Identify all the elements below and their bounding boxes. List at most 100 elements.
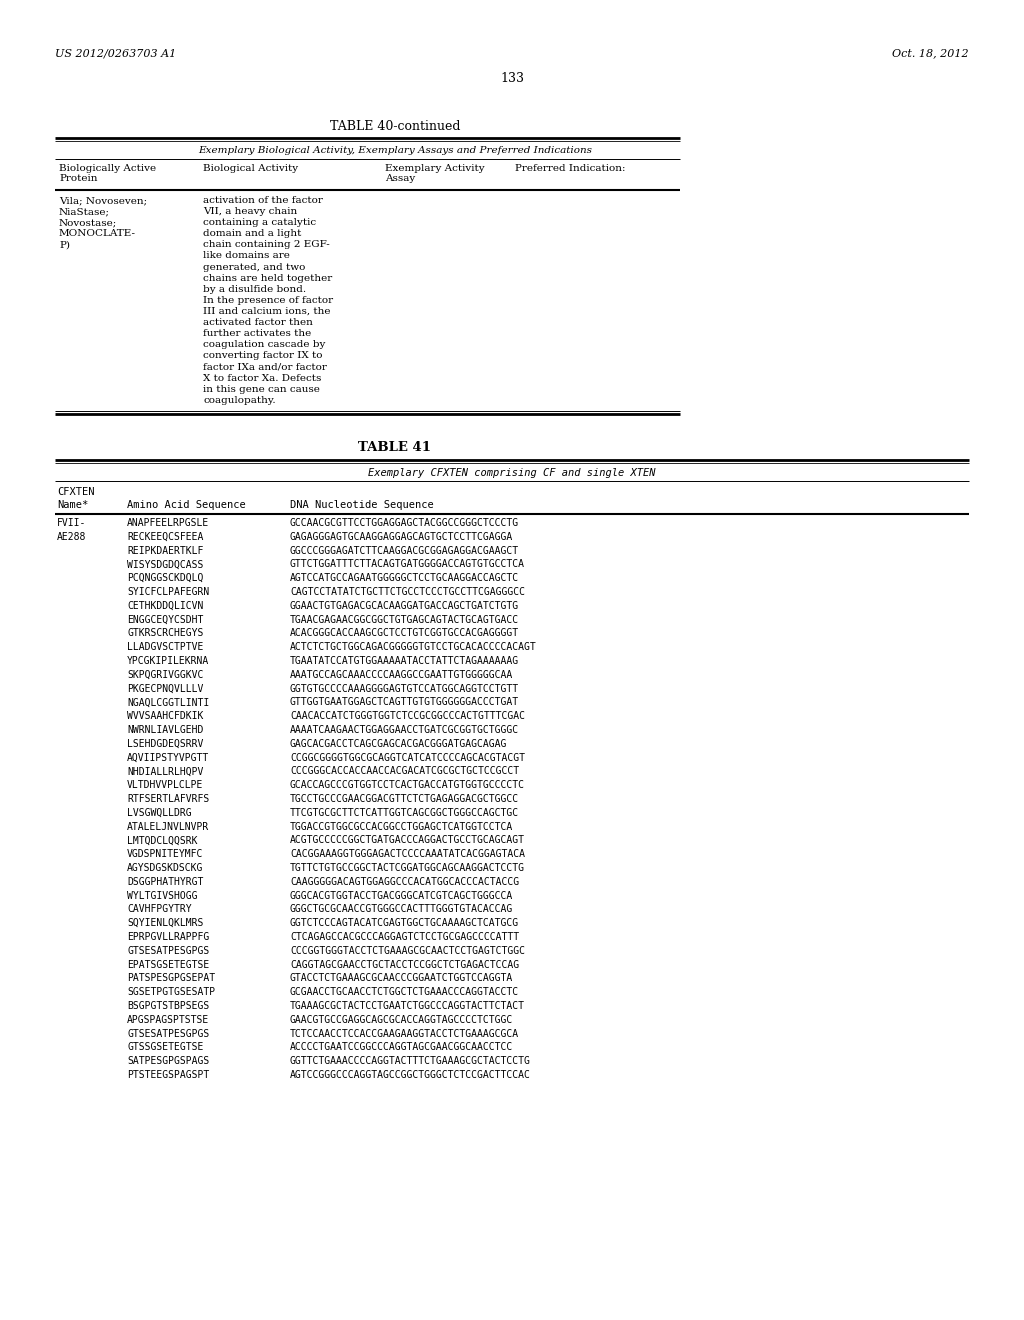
Text: GGGCTGCGCAACCGTGGGCCACTTTGGGTGTACACCAG: GGGCTGCGCAACCGTGGGCCACTTTGGGTGTACACCAG (290, 904, 513, 915)
Text: ACACGGGCACCAAGCGCTCCTGTCGGTGCCACGAGGGGT: ACACGGGCACCAAGCGCTCCTGTCGGTGCCACGAGGGGT (290, 628, 519, 639)
Text: WISYSDGDQCASS: WISYSDGDQCASS (127, 560, 204, 569)
Text: US 2012/0263703 A1: US 2012/0263703 A1 (55, 48, 176, 58)
Text: Vila; Novoseven;
NiaStase;
Novostase;
MONOCLATE-
P): Vila; Novoseven; NiaStase; Novostase; MO… (59, 195, 147, 249)
Text: CAAGGGGGACAGTGGAGGCCCACATGGCACCCACTACCG: CAAGGGGGACAGTGGAGGCCCACATGGCACCCACTACCG (290, 876, 519, 887)
Text: CCCGGTGGGTACCTCTGAAAGCGCAACTCCTGAGTCTGGC: CCCGGTGGGTACCTCTGAAAGCGCAACTCCTGAGTCTGGC (290, 946, 525, 956)
Text: WYLTGIVSHOGG: WYLTGIVSHOGG (127, 891, 198, 900)
Text: TTCGTGCGCTTCTCATTGGTCAGCGGCTGGGCCAGCTGC: TTCGTGCGCTTCTCATTGGTCAGCGGCTGGGCCAGCTGC (290, 808, 519, 818)
Text: CACGGAAAGGTGGGAGACTCCCCAAATATCACGGAGTACA: CACGGAAAGGTGGGAGACTCCCCAAATATCACGGAGTACA (290, 849, 525, 859)
Text: DSGGPHATHYRGT: DSGGPHATHYRGT (127, 876, 204, 887)
Text: REIPKDAERTKLF: REIPKDAERTKLF (127, 545, 204, 556)
Text: TGAATATCCATGTGGAAAAATACCTATTCTAGAAAAAAG: TGAATATCCATGTGGAAAAATACCTATTCTAGAAAAAAG (290, 656, 519, 667)
Text: Exemplary Activity
Assay: Exemplary Activity Assay (385, 164, 484, 183)
Text: WVVSAAHCFDKIK: WVVSAAHCFDKIK (127, 711, 204, 721)
Text: PTSTEEGSPAGSPT: PTSTEEGSPAGSPT (127, 1071, 209, 1080)
Text: CTCAGAGCCACGCCCAGGAGTCTCCTGCGAGCCCCATTT: CTCAGAGCCACGCCCAGGAGTCTCCTGCGAGCCCCATTT (290, 932, 519, 942)
Text: AGYSDGSKDSCKG: AGYSDGSKDSCKG (127, 863, 204, 873)
Text: LLADGVSCTPTVE: LLADGVSCTPTVE (127, 643, 204, 652)
Text: PCQNGGSCKDQLQ: PCQNGGSCKDQLQ (127, 573, 204, 583)
Text: 133: 133 (500, 73, 524, 84)
Text: GTTGGTGAATGGAGCTCAGTTGTGTGGGGGGACCCTGAT: GTTGGTGAATGGAGCTCAGTTGTGTGGGGGGACCCTGAT (290, 697, 519, 708)
Text: GTTCTGGATTTCTTACAGTGATGGGGACCAGTGTGCCTCA: GTTCTGGATTTCTTACAGTGATGGGGACCAGTGTGCCTCA (290, 560, 525, 569)
Text: PKGECPNQVLLLV: PKGECPNQVLLLV (127, 684, 204, 693)
Text: CFXTEN: CFXTEN (57, 487, 94, 498)
Text: CAGGTAGCGAACCTGCTACCTCCGGCTCTGAGACTCCAG: CAGGTAGCGAACCTGCTACCTCCGGCTCTGAGACTCCAG (290, 960, 519, 970)
Text: GTKRSCRCHEGYS: GTKRSCRCHEGYS (127, 628, 204, 639)
Text: RTFSERTLAFVRFS: RTFSERTLAFVRFS (127, 795, 209, 804)
Text: AAATGCCAGCAAACCCCAAGGCCGAATTGTGGGGGCAA: AAATGCCAGCAAACCCCAAGGCCGAATTGTGGGGGCAA (290, 669, 513, 680)
Text: SQYIENLQKLMRS: SQYIENLQKLMRS (127, 919, 204, 928)
Text: GAACGTGCCGAGGCAGCGCACCAGGTAGCCCCTCTGGC: GAACGTGCCGAGGCAGCGCACCAGGTAGCCCCTCTGGC (290, 1015, 513, 1024)
Text: FVII-: FVII- (57, 517, 86, 528)
Text: DNA Nucleotide Sequence: DNA Nucleotide Sequence (290, 500, 434, 510)
Text: GCGAACCTGCAACCTCTGGCTCTGAAACCCAGGTACCTC: GCGAACCTGCAACCTCTGGCTCTGAAACCCAGGTACCTC (290, 987, 519, 997)
Text: ACCCCTGAATCCGGCCCAGGTAGCGAACGGCAACCTCC: ACCCCTGAATCCGGCCCAGGTAGCGAACGGCAACCTCC (290, 1043, 513, 1052)
Text: VGDSPNITEYMFC: VGDSPNITEYMFC (127, 849, 204, 859)
Text: EPRPGVLLRAPPFG: EPRPGVLLRAPPFG (127, 932, 209, 942)
Text: GGTTCTGAAACCCCAGGTACTTTCTGAAAGCGCTACTCCTG: GGTTCTGAAACCCCAGGTACTTTCTGAAAGCGCTACTCCT… (290, 1056, 530, 1067)
Text: YPCGKIPILEKRNA: YPCGKIPILEKRNA (127, 656, 209, 667)
Text: Oct. 18, 2012: Oct. 18, 2012 (892, 48, 969, 58)
Text: Biologically Active
Protein: Biologically Active Protein (59, 164, 156, 183)
Text: TGTTCTGTGCCGGCTACTCGGATGGCAGCAAGGACTCCTG: TGTTCTGTGCCGGCTACTCGGATGGCAGCAAGGACTCCTG (290, 863, 525, 873)
Text: NGAQLCGGTLINTI: NGAQLCGGTLINTI (127, 697, 209, 708)
Text: GTSESATPESGPGS: GTSESATPESGPGS (127, 946, 209, 956)
Text: CCGGCGGGGTGGCGCAGGTCATCATCCCCAGCACGTACGT: CCGGCGGGGTGGCGCAGGTCATCATCCCCAGCACGTACGT (290, 752, 525, 763)
Text: AQVIIPSTYVPGTT: AQVIIPSTYVPGTT (127, 752, 209, 763)
Text: SGSETPGTGSESATP: SGSETPGTGSESATP (127, 987, 215, 997)
Text: APGSPAGSPTSTSE: APGSPAGSPTSTSE (127, 1015, 209, 1024)
Text: TGCCTGCCCGAACGGACGTTCTCTGAGAGGACGCTGGCC: TGCCTGCCCGAACGGACGTTCTCTGAGAGGACGCTGGCC (290, 795, 519, 804)
Text: GGTCTCCCAGTACATCGAGTGGCTGCAAAAGCTCATGCG: GGTCTCCCAGTACATCGAGTGGCTGCAAAAGCTCATGCG (290, 919, 519, 928)
Text: BSGPGTSTBPSEGS: BSGPGTSTBPSEGS (127, 1001, 209, 1011)
Text: GCACCAGCCCGTGGTCCTCACTGACCATGTGGTGCCCCTC: GCACCAGCCCGTGGTCCTCACTGACCATGTGGTGCCCCTC (290, 780, 525, 791)
Text: ACTCTCTGCTGGCAGACGGGGGTGTCCTGCACACCCCACAGT: ACTCTCTGCTGGCAGACGGGGGTGTCCTGCACACCCCACA… (290, 643, 537, 652)
Text: TCTCCAACCTCCACCGAAGAAGGTACCTCTGAAAGCGCA: TCTCCAACCTCCACCGAAGAAGGTACCTCTGAAAGCGCA (290, 1028, 519, 1039)
Text: Preferred Indication:: Preferred Indication: (515, 164, 626, 173)
Text: GTACCTCTGAAAGCGCAACCCGGAATCTGGTCCAGGTA: GTACCTCTGAAAGCGCAACCCGGAATCTGGTCCAGGTA (290, 973, 513, 983)
Text: GGTGTGCCCCAAAGGGGAGTGTCCATGGCAGGTCCTGTT: GGTGTGCCCCAAAGGGGAGTGTCCATGGCAGGTCCTGTT (290, 684, 519, 693)
Text: ANAPFEELRPGSLE: ANAPFEELRPGSLE (127, 517, 209, 528)
Text: NWRNLIAVLGEHD: NWRNLIAVLGEHD (127, 725, 204, 735)
Text: ATALELJNVLNVPR: ATALELJNVLNVPR (127, 821, 209, 832)
Text: LSEHDGDEQSRRV: LSEHDGDEQSRRV (127, 739, 204, 748)
Text: EPATSGSETEGTSE: EPATSGSETEGTSE (127, 960, 209, 970)
Text: Name*: Name* (57, 500, 88, 510)
Text: AAAATCAAGAACTGGAGGAACCTGATCGCGGTGCTGGGC: AAAATCAAGAACTGGAGGAACCTGATCGCGGTGCTGGGC (290, 725, 519, 735)
Text: TGAAAGCGCTACTCCTGAATCTGGCCCAGGTACTTCTACT: TGAAAGCGCTACTCCTGAATCTGGCCCAGGTACTTCTACT (290, 1001, 525, 1011)
Text: activation of the factor
VII, a heavy chain
containing a catalytic
domain and a : activation of the factor VII, a heavy ch… (203, 195, 333, 405)
Text: TGGACCGTGGCGCCACGGCCTGGAGCTCATGGTCCTCA: TGGACCGTGGCGCCACGGCCTGGAGCTCATGGTCCTCA (290, 821, 513, 832)
Text: TABLE 40-continued: TABLE 40-continued (330, 120, 460, 133)
Text: SATPESGPGSPAGS: SATPESGPGSPAGS (127, 1056, 209, 1067)
Text: RECKEEQCSFEEA: RECKEEQCSFEEA (127, 532, 204, 541)
Text: CCCGGGCACCACCAACCACGACATCGCGCTGCTCCGCCT: CCCGGGCACCACCAACCACGACATCGCGCTGCTCCGCCT (290, 767, 519, 776)
Text: GAGCACGACCTCAGCGAGCACGACGGGATGAGCAGAG: GAGCACGACCTCAGCGAGCACGACGGGATGAGCAGAG (290, 739, 507, 748)
Text: LVSGWQLLDRG: LVSGWQLLDRG (127, 808, 191, 818)
Text: Exemplary Biological Activity, Exemplary Assays and Preferred Indications: Exemplary Biological Activity, Exemplary… (198, 147, 592, 154)
Text: SKPQGRIVGGKVC: SKPQGRIVGGKVC (127, 669, 204, 680)
Text: GTSSGSETEGTSE: GTSSGSETEGTSE (127, 1043, 204, 1052)
Text: TABLE 41: TABLE 41 (358, 441, 431, 454)
Text: Amino Acid Sequence: Amino Acid Sequence (127, 500, 246, 510)
Text: ACGTGCCCCCGGCTGATGACCCAGGACTGCCTGCAGCAGT: ACGTGCCCCCGGCTGATGACCCAGGACTGCCTGCAGCAGT (290, 836, 525, 845)
Text: SYICFCLPAFEGRN: SYICFCLPAFEGRN (127, 587, 209, 597)
Text: AGTCCGGGCCCAGGTAGCCGGCTGGGCTCTCCGACTTCCAC: AGTCCGGGCCCAGGTAGCCGGCTGGGCTCTCCGACTTCCA… (290, 1071, 530, 1080)
Text: GCCAACGCGTTCCTGGAGGAGCTACGGCCGGGCTCCCTG: GCCAACGCGTTCCTGGAGGAGCTACGGCCGGGCTCCCTG (290, 517, 519, 528)
Text: NHDIALLRLHQPV: NHDIALLRLHQPV (127, 767, 204, 776)
Text: Exemplary CFXTEN comprising CF and single XTEN: Exemplary CFXTEN comprising CF and singl… (369, 469, 655, 478)
Text: CAGTCCTATATCTGCTTCTGCCTCCCTGCCTTCGAGGGCC: CAGTCCTATATCTGCTTCTGCCTCCCTGCCTTCGAGGGCC (290, 587, 525, 597)
Text: GGAACTGTGAGACGCACAAGGATGACCAGCTGATCTGTG: GGAACTGTGAGACGCACAAGGATGACCAGCTGATCTGTG (290, 601, 519, 611)
Text: VLTDHVVPLCLPE: VLTDHVVPLCLPE (127, 780, 204, 791)
Text: CAACACCATCTGGGTGGTCTCCGCGGCCCACTGTTTCGAC: CAACACCATCTGGGTGGTCTCCGCGGCCCACTGTTTCGAC (290, 711, 525, 721)
Text: GGCCCGGGAGATCTTCAAGGACGCGGAGAGGACGAAGCT: GGCCCGGGAGATCTTCAAGGACGCGGAGAGGACGAAGCT (290, 545, 519, 556)
Text: AGTCCATGCCAGAATGGGGGCTCCTGCAAGGACCAGCTC: AGTCCATGCCAGAATGGGGGCTCCTGCAAGGACCAGCTC (290, 573, 519, 583)
Text: GAGAGGGAGTGCAAGGAGGAGCAGTGCTCCTTCGAGGA: GAGAGGGAGTGCAAGGAGGAGCAGTGCTCCTTCGAGGA (290, 532, 513, 541)
Text: AE288: AE288 (57, 532, 86, 541)
Text: GTSESATPESGPGS: GTSESATPESGPGS (127, 1028, 209, 1039)
Text: ENGGCEQYCSDHT: ENGGCEQYCSDHT (127, 615, 204, 624)
Text: LMTQDCLQQSRK: LMTQDCLQQSRK (127, 836, 198, 845)
Text: CAVHFPGYTRY: CAVHFPGYTRY (127, 904, 191, 915)
Text: CETHKDDQLICVN: CETHKDDQLICVN (127, 601, 204, 611)
Text: Biological Activity: Biological Activity (203, 164, 298, 173)
Text: TGAACGAGAACGGCGGCTGTGAGCAGTACTGCAGTGACC: TGAACGAGAACGGCGGCTGTGAGCAGTACTGCAGTGACC (290, 615, 519, 624)
Text: PATSPESGPGSEPAT: PATSPESGPGSEPAT (127, 973, 215, 983)
